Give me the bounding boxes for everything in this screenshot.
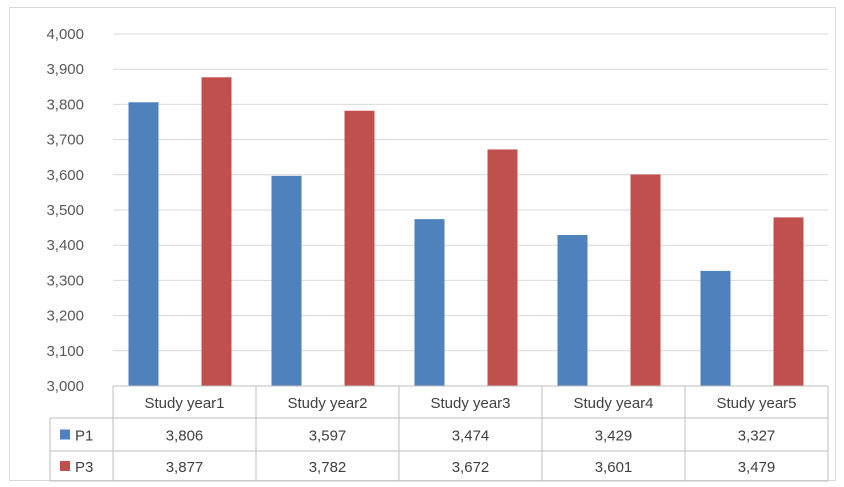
y-tick-label: 3,200 (46, 308, 84, 325)
y-tick-label: 3,800 (46, 96, 84, 113)
bar-p1 (271, 175, 302, 386)
data-label: 3,597 (309, 428, 347, 445)
x-tick-label: Study year5 (716, 395, 796, 412)
y-tick-label: 3,400 (46, 237, 84, 254)
y-tick-label: 3,700 (46, 132, 84, 149)
bar-p3 (344, 110, 375, 387)
y-tick-label: 4,000 (46, 26, 84, 43)
data-label: 3,479 (738, 459, 776, 476)
x-tick-label: Study year4 (573, 395, 653, 412)
y-tick-label: 3,000 (46, 378, 84, 395)
bar-p3 (630, 174, 661, 386)
data-label: 3,782 (309, 459, 347, 476)
x-tick-label: Study year1 (144, 395, 224, 412)
bar-p3 (773, 217, 804, 386)
data-label: 3,601 (595, 459, 633, 476)
y-tick-label: 3,100 (46, 343, 84, 360)
bar-p1 (557, 234, 588, 386)
bar-p1 (128, 102, 159, 387)
y-tick-label: 3,600 (46, 167, 84, 184)
data-label: 3,474 (452, 428, 490, 445)
legend-key-p1 (60, 429, 70, 440)
legend-key-p3 (60, 461, 70, 471)
legend-label-p3: P3 (75, 459, 93, 476)
y-tick-label: 3,500 (46, 202, 84, 219)
bar-p1 (414, 219, 445, 386)
y-tick-label: 3,900 (46, 61, 84, 78)
data-label: 3,327 (738, 428, 776, 445)
x-tick-label: Study year2 (287, 395, 367, 412)
x-tick-label: Study year3 (430, 395, 510, 412)
bar-p1 (700, 270, 731, 386)
data-label: 3,429 (595, 428, 633, 445)
data-label: 3,672 (452, 459, 490, 476)
bar-p3 (487, 149, 518, 386)
legend-label-p1: P1 (75, 428, 93, 445)
bar-p3 (201, 77, 232, 387)
data-label: 3,877 (166, 459, 204, 476)
y-tick-label: 3,300 (46, 272, 84, 289)
data-label: 3,806 (166, 428, 204, 445)
